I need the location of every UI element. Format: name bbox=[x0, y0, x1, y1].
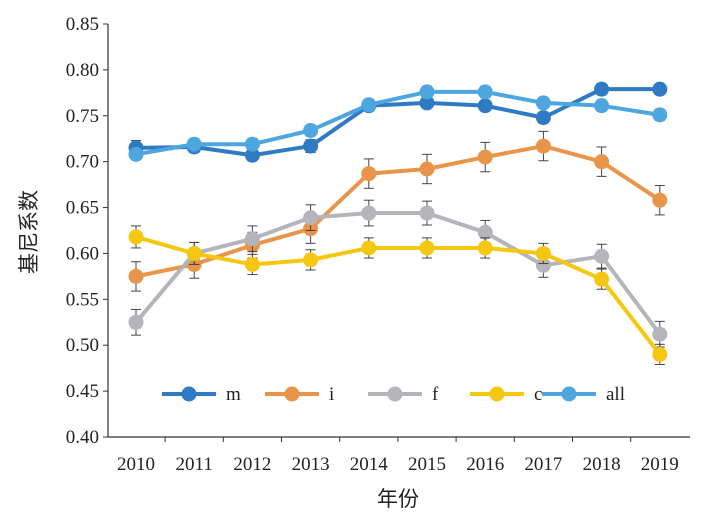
y-tick-label: 0.65 bbox=[66, 198, 99, 219]
x-axis-label: 年份 bbox=[377, 487, 419, 511]
y-tick-label: 0.70 bbox=[66, 152, 99, 173]
data-point bbox=[419, 205, 435, 221]
legend-item-f: f bbox=[368, 384, 439, 405]
data-point bbox=[128, 146, 144, 162]
data-point bbox=[652, 192, 668, 208]
legend-item-m: m bbox=[162, 384, 241, 405]
series-line-f bbox=[134, 211, 662, 336]
data-point bbox=[361, 97, 377, 113]
y-tick-label: 0.75 bbox=[66, 106, 99, 127]
data-point bbox=[477, 224, 493, 240]
data-point bbox=[303, 252, 319, 268]
x-tick-label: 2017 bbox=[524, 454, 562, 475]
legend-marker bbox=[561, 386, 577, 402]
y-tick-label: 0.55 bbox=[66, 289, 99, 310]
data-point bbox=[361, 240, 377, 256]
data-point bbox=[535, 95, 551, 111]
y-tick-label: 0.50 bbox=[66, 335, 99, 356]
data-point bbox=[244, 231, 260, 247]
x-tick-label: 2013 bbox=[292, 454, 330, 475]
data-point bbox=[594, 271, 610, 287]
legend-label: all bbox=[606, 384, 625, 405]
data-point bbox=[535, 110, 551, 126]
data-point bbox=[594, 98, 610, 114]
data-point bbox=[303, 138, 319, 154]
x-tick-label: 2014 bbox=[350, 454, 389, 475]
data-point bbox=[652, 107, 668, 123]
data-point bbox=[652, 346, 668, 362]
legend-marker bbox=[181, 386, 197, 402]
series-c bbox=[128, 225, 668, 365]
data-point bbox=[477, 240, 493, 256]
data-point bbox=[128, 229, 144, 245]
legend-label: m bbox=[226, 384, 241, 405]
data-point bbox=[244, 256, 260, 272]
series-line-all bbox=[135, 89, 661, 157]
y-tick-label: 0.45 bbox=[66, 381, 99, 402]
data-point bbox=[361, 205, 377, 221]
y-axis-label: 基尼系数 bbox=[17, 190, 41, 274]
legend-marker bbox=[489, 386, 505, 402]
data-point bbox=[477, 84, 493, 100]
data-point bbox=[535, 245, 551, 261]
data-point bbox=[594, 248, 610, 264]
legend-item-all: all bbox=[542, 384, 625, 405]
series-line-c bbox=[135, 235, 662, 356]
data-point bbox=[186, 136, 202, 152]
x-tick-label: 2018 bbox=[583, 454, 621, 475]
data-point bbox=[303, 210, 319, 226]
x-tick-label: 2012 bbox=[233, 454, 271, 475]
data-point bbox=[361, 166, 377, 182]
legend-label: c bbox=[534, 384, 542, 405]
series-m bbox=[128, 81, 668, 163]
data-point bbox=[419, 161, 435, 177]
y-tick-label: 0.80 bbox=[66, 60, 99, 81]
y-tick-label: 0.40 bbox=[66, 427, 99, 448]
data-point bbox=[128, 314, 144, 330]
legend-marker bbox=[387, 386, 403, 402]
x-tick-label: 2019 bbox=[641, 454, 679, 475]
data-point bbox=[594, 81, 610, 97]
data-point bbox=[244, 147, 260, 163]
data-point bbox=[652, 326, 668, 342]
legend-label: f bbox=[432, 384, 439, 405]
series-all bbox=[128, 84, 668, 162]
data-point bbox=[594, 154, 610, 170]
data-point bbox=[652, 81, 668, 97]
data-point bbox=[477, 98, 493, 114]
x-tick-label: 2011 bbox=[176, 454, 213, 475]
data-point bbox=[419, 240, 435, 256]
data-point bbox=[186, 245, 202, 261]
series-line-i bbox=[135, 144, 661, 279]
legend-marker bbox=[284, 386, 300, 402]
data-point bbox=[535, 257, 551, 273]
legend-item-c: c bbox=[470, 384, 542, 405]
x-tick-label: 2015 bbox=[408, 454, 446, 475]
data-point bbox=[244, 136, 260, 152]
y-tick-label: 0.60 bbox=[66, 243, 99, 264]
legend-item-i: i bbox=[265, 384, 334, 405]
data-point bbox=[419, 95, 435, 111]
data-point bbox=[477, 149, 493, 165]
data-point bbox=[535, 138, 551, 154]
x-tick-label: 2010 bbox=[117, 454, 155, 475]
data-point bbox=[419, 84, 435, 100]
y-tick-label: 0.85 bbox=[66, 14, 99, 35]
data-point bbox=[303, 122, 319, 138]
x-tick-label: 2016 bbox=[466, 454, 504, 475]
data-point bbox=[128, 268, 144, 284]
legend-label: i bbox=[329, 384, 334, 405]
